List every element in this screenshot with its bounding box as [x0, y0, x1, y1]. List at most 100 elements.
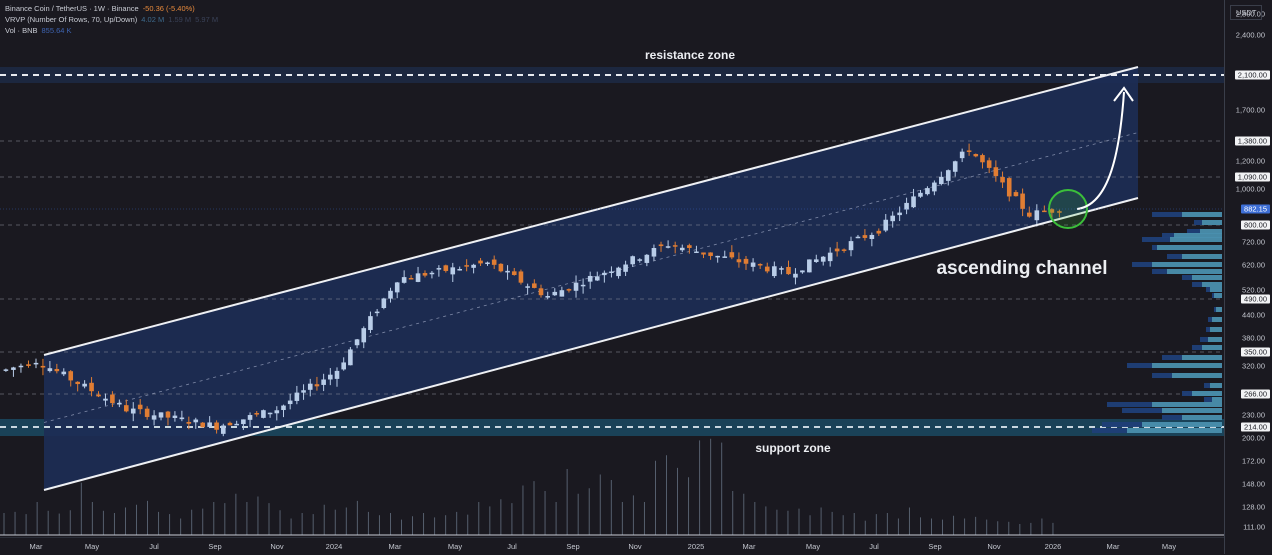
- candle-down: [89, 382, 94, 392]
- vrvp-bar-down: [1194, 220, 1202, 225]
- vrvp-bar-down: [1142, 237, 1170, 242]
- candle-up: [158, 412, 164, 418]
- candle-down: [96, 394, 101, 397]
- candle-down: [518, 271, 524, 283]
- candle-up: [301, 390, 306, 393]
- vrvp-bar-up: [1192, 391, 1222, 396]
- candle-up: [869, 234, 875, 239]
- vrvp-bar-up: [1200, 229, 1222, 234]
- vrvp-bar-up: [1192, 275, 1222, 280]
- candle-up: [939, 176, 944, 185]
- candle-up: [234, 423, 239, 426]
- price-tick-label: 620.00: [1242, 260, 1265, 270]
- time-tick-label: Mar: [742, 542, 756, 551]
- candle-up: [904, 202, 909, 210]
- level-price-label: 350.00: [1241, 347, 1270, 357]
- candle-up: [630, 256, 635, 265]
- candle-up: [651, 248, 657, 257]
- vrvp-bar-down: [1208, 317, 1212, 322]
- candle-up: [779, 268, 784, 270]
- vrvp-bar-down: [1152, 212, 1182, 217]
- time-tick-label: Sep: [566, 542, 580, 551]
- vrvp-bar-up: [1174, 233, 1222, 238]
- candle-down: [1000, 177, 1005, 183]
- chart-canvas[interactable]: [0, 0, 1224, 537]
- candle-down: [54, 368, 60, 372]
- time-tick-label: Sep: [208, 542, 222, 551]
- candle-down: [26, 364, 31, 366]
- candle-up: [623, 264, 628, 272]
- candle-down: [687, 245, 692, 248]
- candle-up: [381, 298, 387, 309]
- time-tick-label: May: [805, 542, 821, 551]
- candle-up: [274, 410, 280, 414]
- vrvp-bar-up: [1157, 245, 1222, 250]
- candle-down: [658, 244, 664, 247]
- price-tick-label: 1,200.00: [1235, 156, 1265, 166]
- candle-up: [103, 398, 108, 401]
- candle-up: [827, 252, 833, 262]
- vrvp-bar-down: [1152, 269, 1167, 274]
- candle-down: [491, 259, 497, 265]
- candle-down: [1027, 212, 1032, 217]
- vrvp-row[interactable]: VRVP (Number Of Rows, 70, Up/Down) 4.02 M…: [5, 14, 218, 25]
- candle-down: [227, 422, 233, 426]
- candle-up: [307, 383, 313, 390]
- price-tick-label: 200.00: [1242, 433, 1265, 443]
- vrvp-total-value: 5.97 M: [195, 15, 219, 24]
- vrvp-bar-up: [1212, 317, 1222, 322]
- level-price-label: 2,100.00: [1234, 70, 1270, 80]
- vrvp-down-value: 1.59 M: [168, 15, 192, 24]
- vrvp-bar-up: [1142, 422, 1222, 427]
- candle-up: [505, 270, 510, 273]
- vrvp-bar-up: [1172, 373, 1222, 378]
- candle-down: [862, 235, 868, 238]
- support-zone-label: support zone: [755, 441, 831, 455]
- symbol-row[interactable]: Binance Coin / TetherUS · 1W · Binance -5…: [5, 3, 218, 14]
- vrvp-bar-down: [1122, 408, 1162, 413]
- vrvp-bar-down: [1206, 327, 1210, 332]
- symbol-title: Binance Coin / TetherUS · 1W · Binance: [5, 4, 139, 13]
- candle-up: [925, 188, 930, 195]
- vrvp-bar-up: [1162, 408, 1222, 413]
- candle-down: [124, 405, 129, 412]
- candle-up: [911, 196, 916, 208]
- candle-down: [478, 260, 483, 264]
- candle-up: [848, 241, 854, 251]
- current-price-label: 882.15: [1241, 204, 1270, 214]
- candle-down: [68, 371, 74, 381]
- candle-up: [820, 256, 826, 262]
- candle-up: [665, 246, 671, 248]
- price-tick-label: 148.00: [1242, 479, 1265, 489]
- price-tick-label: 172.00: [1242, 456, 1265, 466]
- candle-down: [1049, 209, 1055, 213]
- vrvp-bar-up: [1152, 363, 1222, 368]
- volume-row[interactable]: Vol · BNB 855.64 K: [5, 25, 218, 36]
- candle-up: [450, 267, 456, 275]
- candle-up: [545, 296, 550, 298]
- vrvp-bar-down: [1132, 262, 1152, 267]
- resistance-zone-label: resistance zone: [644, 48, 736, 62]
- vrvp-bar-up: [1202, 220, 1222, 225]
- vrvp-bar-down: [1200, 337, 1208, 342]
- candle-up: [602, 272, 607, 276]
- candle-down: [1013, 192, 1019, 197]
- candle-down: [511, 271, 517, 275]
- candle-up: [952, 161, 958, 172]
- candle-up: [485, 262, 490, 265]
- price-change: -50.36 (-5.40%): [142, 4, 195, 13]
- vrvp-bar-down: [1192, 282, 1202, 287]
- candle-up: [573, 282, 579, 291]
- price-axis[interactable]: 2,800.00 2,400.00 1,700.00 1,200.00 1,000.00…: [1224, 0, 1272, 554]
- time-tick-label: Mar: [1106, 542, 1120, 551]
- time-axis[interactable]: Mar May Jul Sep Nov 2024 Mar May Jul Sep Nov 2025 Ma…: [0, 537, 1224, 555]
- candle-up: [457, 269, 463, 271]
- candle-up: [348, 349, 353, 366]
- currency-button[interactable]: USDT: [1230, 5, 1263, 20]
- vrvp-bar-down: [1187, 229, 1200, 234]
- candle-up: [321, 379, 326, 385]
- price-tick-label: 320.00: [1242, 361, 1265, 371]
- price-tick-label: 720.00: [1242, 237, 1265, 247]
- candle-up: [883, 219, 889, 231]
- vrvp-bar-down: [1162, 355, 1182, 360]
